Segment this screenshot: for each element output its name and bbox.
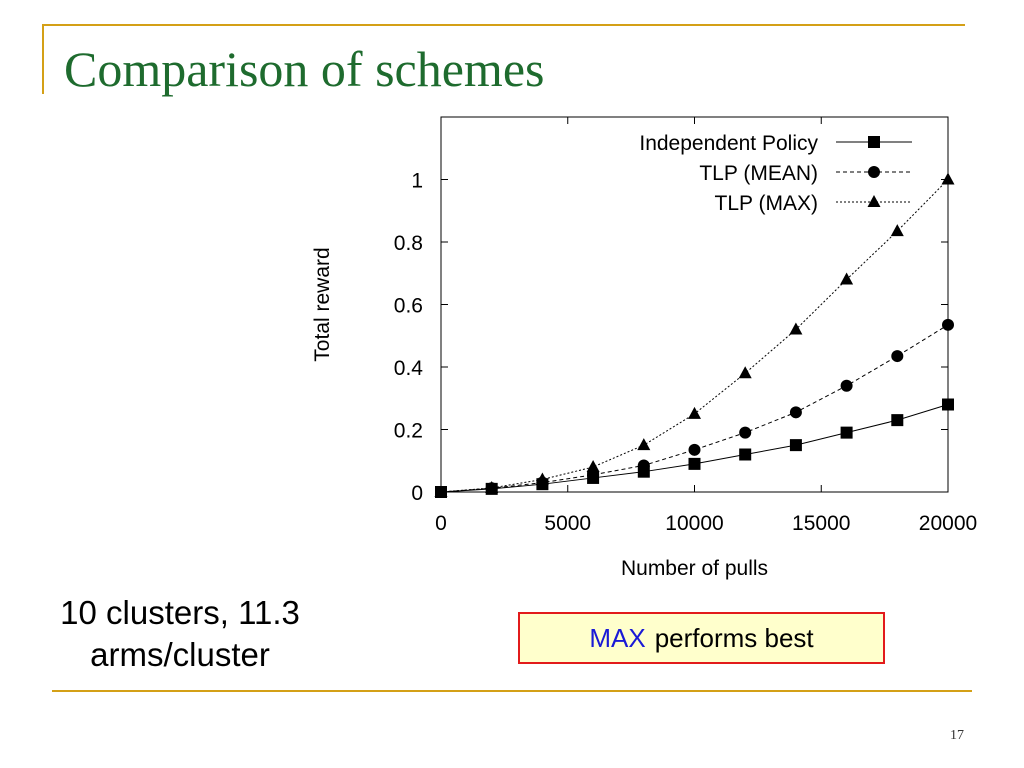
data-point-series-2 (688, 406, 701, 419)
series-line-1 (440, 324, 949, 493)
data-point-series-0 (891, 414, 904, 427)
data-point-series-2 (840, 272, 854, 285)
x-tick-label: 5000 (544, 512, 591, 535)
data-point-series-1 (840, 379, 853, 392)
x-axis-label: Number of pulls (621, 557, 768, 580)
data-point-series-1 (891, 350, 904, 363)
legend-marker (868, 136, 880, 148)
data-point-series-2 (738, 366, 752, 379)
cluster-note: 10 clusters, 11.3 arms/cluster (30, 592, 330, 676)
data-point-series-0 (840, 426, 853, 439)
chart: 0 5000 10000 15000 20000 0 0.2 0.4 0.6 0.8 1 Number… (311, 116, 977, 580)
data-point-series-0 (789, 439, 802, 452)
data-point-series-1 (688, 443, 701, 456)
left-decorative-rule (42, 24, 44, 94)
data-point-series-1 (789, 406, 802, 419)
cluster-note-line1: 10 clusters, 11.3 (60, 594, 300, 631)
callout-text: performs best (654, 622, 814, 653)
y-tick-label: 0.2 (394, 420, 423, 443)
legend-label: Independent Policy (639, 132, 818, 155)
data-point-series-1 (739, 426, 752, 439)
y-tick-label: 0.8 (394, 232, 423, 255)
data-point-series-1 (942, 318, 954, 331)
x-tick-label: 20000 (919, 512, 977, 535)
y-tick-label: 0 (411, 482, 423, 505)
data-point-series-1 (637, 459, 650, 472)
legend-marker (867, 195, 881, 207)
y-tick-label: 0.4 (394, 357, 424, 380)
data-point-series-2 (535, 472, 549, 485)
data-point-series-2 (434, 485, 448, 497)
page-number: 17 (950, 728, 964, 743)
x-tick-label: 0 (435, 512, 447, 535)
data-point-series-2 (485, 480, 499, 493)
data-point-series-0 (688, 457, 701, 470)
bottom-decorative-rule (52, 690, 972, 692)
legend-label: TLP (MEAN) (699, 162, 818, 185)
legend-marker (868, 166, 880, 178)
y-tick-label: 1 (411, 170, 423, 193)
y-axis-label: Total reward (311, 247, 334, 361)
data-point-series-2 (941, 172, 955, 185)
legend-label: TLP (MAX) (715, 192, 818, 215)
cluster-note-line2: arms/cluster (90, 636, 270, 673)
performance-callout: MAX performs best (518, 612, 885, 664)
callout-accent-text: MAX (589, 622, 646, 653)
data-point-series-2 (890, 224, 904, 237)
top-decorative-rule (42, 24, 965, 26)
data-point-series-2 (637, 438, 651, 451)
data-point-series-2 (586, 460, 600, 472)
data-point-series-0 (942, 398, 954, 411)
slide-title: Comparison of schemes (64, 41, 545, 97)
x-tick-label: 10000 (665, 512, 723, 535)
x-tick-label: 15000 (792, 512, 850, 535)
data-point-series-0 (739, 448, 752, 461)
y-tick-label: 0.6 (394, 295, 423, 318)
data-point-series-2 (789, 322, 803, 335)
